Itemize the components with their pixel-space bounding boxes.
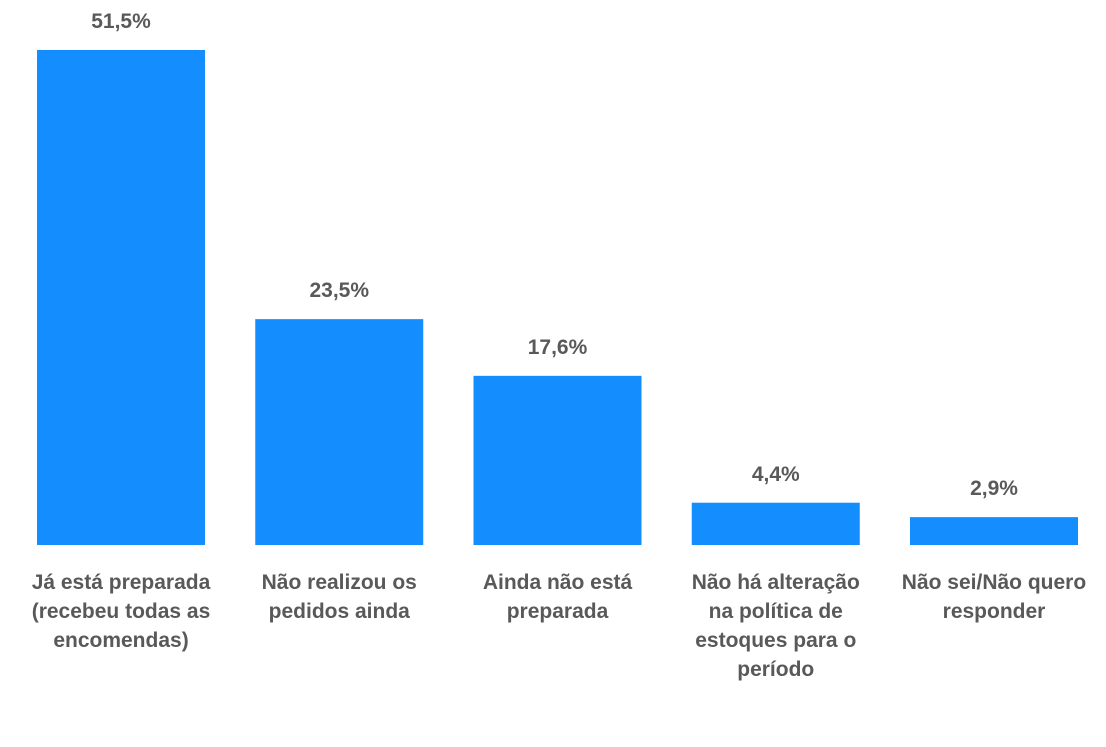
value-label: 23,5% [309, 279, 370, 303]
x-tick-label: Já está preparada (recebeu todas as enco… [31, 571, 211, 652]
x-tick-label: Ainda não está preparada [482, 571, 633, 623]
bar [910, 517, 1078, 545]
value-label: 4,4% [751, 462, 800, 486]
bar [473, 375, 642, 545]
bar [691, 502, 860, 545]
bar [37, 50, 205, 545]
value-label: 2,9% [970, 477, 1018, 501]
x-tick-label: Não realizou os pedidos ainda [261, 571, 417, 623]
value-label: 51,5% [91, 10, 151, 33]
x-tick-label: Não sei/Não quero responder [901, 571, 1087, 623]
x-tick-label: Não há alteração na política de estoques… [691, 571, 860, 681]
value-label: 17,6% [527, 335, 588, 359]
bar [255, 319, 424, 545]
